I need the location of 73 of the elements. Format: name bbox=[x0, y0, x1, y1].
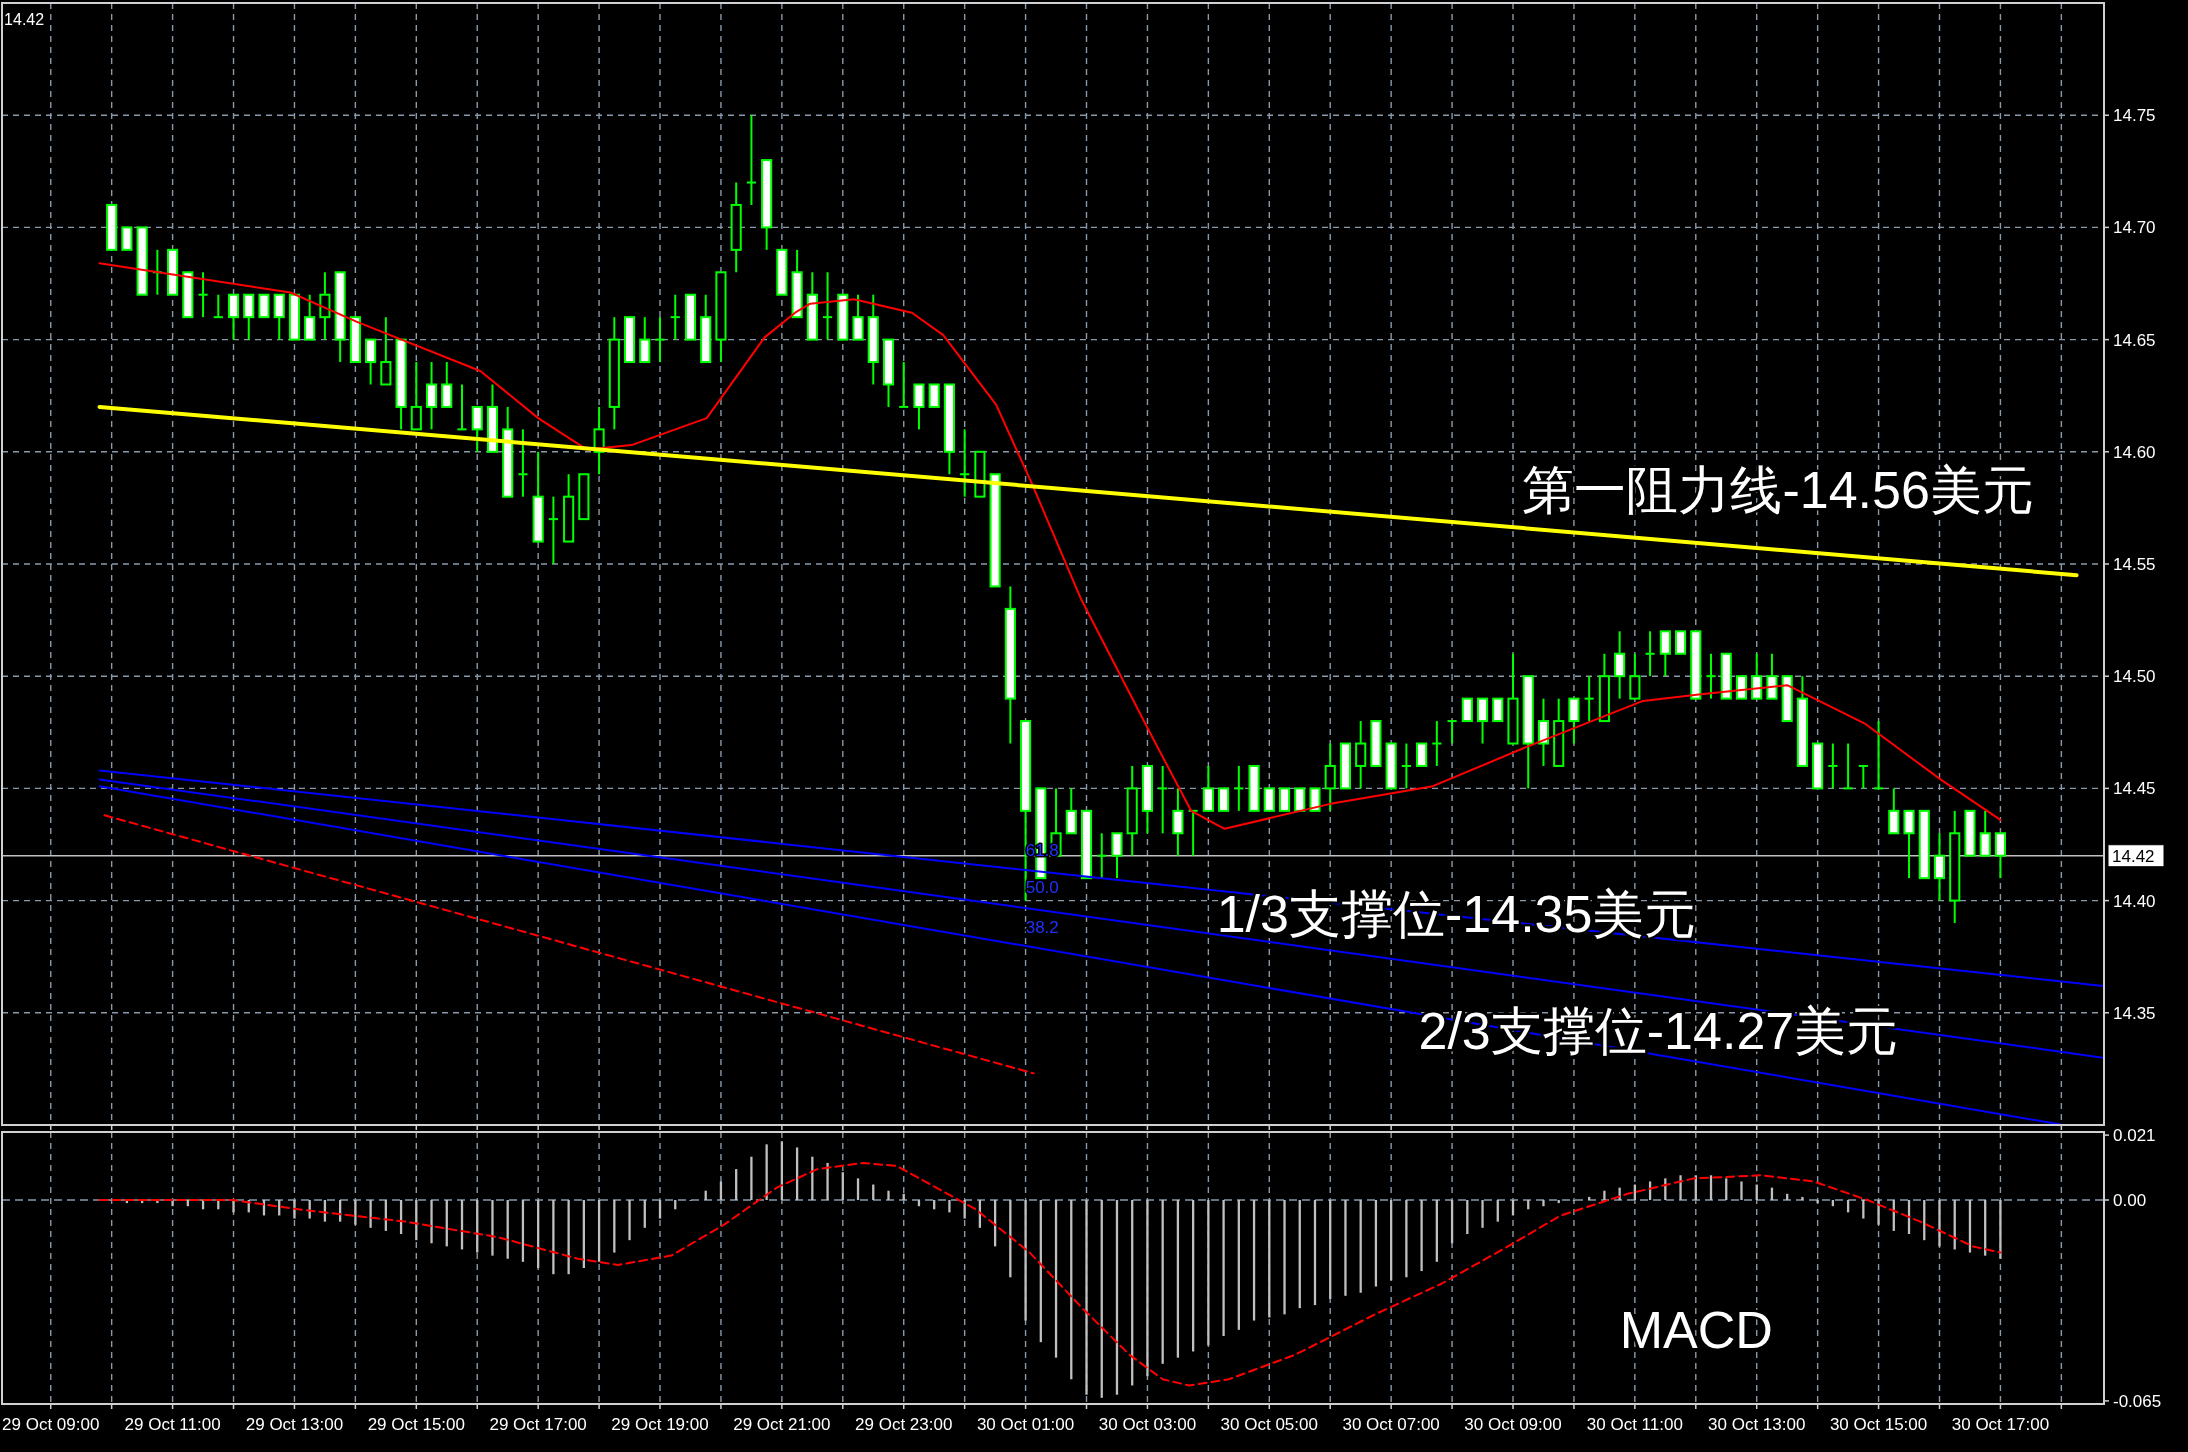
bar bbox=[1283, 1200, 1286, 1315]
y-tick-label: 0.021 bbox=[2113, 1126, 2156, 1146]
bar bbox=[354, 1200, 357, 1225]
y-tick-label: 0.00 bbox=[2113, 1191, 2147, 1210]
x-tick-label: 30 Oct 05:00 bbox=[1220, 1415, 1318, 1434]
x-tick-label: 30 Oct 07:00 bbox=[1342, 1415, 1440, 1434]
annotation: 38.2 bbox=[1025, 918, 1059, 938]
y-tick-label: 14.45 bbox=[2113, 779, 2156, 799]
bar bbox=[658, 1200, 662, 1219]
bar bbox=[430, 1200, 433, 1244]
x-tick-label: 30 Oct 01:00 bbox=[976, 1415, 1075, 1434]
x-tick-label: 29 Oct 13:00 bbox=[245, 1415, 344, 1434]
x-tick-label: 30 Oct 13:00 bbox=[1708, 1415, 1806, 1434]
y-tick-label: 14.55 bbox=[2113, 555, 2156, 574]
bar bbox=[1938, 1200, 1941, 1247]
y-tick-label: -0.065 bbox=[2113, 1391, 2162, 1411]
y-tick-label: 14.60 bbox=[2113, 442, 2156, 462]
x-tick-label: 30 Oct 03:00 bbox=[1098, 1415, 1197, 1434]
bar bbox=[552, 1200, 555, 1275]
x-tick-label: 29 Oct 11:00 bbox=[124, 1415, 221, 1434]
bar bbox=[856, 1178, 860, 1200]
bar bbox=[948, 1200, 951, 1213]
x-tick-label: 30 Oct 17:00 bbox=[1951, 1415, 2050, 1434]
bar bbox=[1420, 1200, 1423, 1272]
y-tick-label: 14.40 bbox=[2113, 891, 2156, 911]
bar bbox=[1207, 1200, 1210, 1346]
bar bbox=[1679, 1175, 1682, 1200]
bar bbox=[171, 1200, 174, 1207]
bar bbox=[1146, 1200, 1149, 1377]
bar bbox=[369, 1200, 372, 1228]
annotation: 第一阻力线-14.56美元 bbox=[1522, 461, 2034, 520]
y-tick-label: 14.65 bbox=[2113, 330, 2156, 350]
ref-line-label: 14.42 bbox=[2112, 846, 2155, 866]
bar bbox=[1085, 1200, 1088, 1395]
x-tick-label: 29 Oct 21:00 bbox=[733, 1415, 831, 1434]
bar bbox=[1222, 1200, 1225, 1336]
bar bbox=[1405, 1200, 1408, 1278]
bar bbox=[1862, 1200, 1865, 1219]
y-tick-label: 14.50 bbox=[2113, 667, 2156, 687]
annotation: MACD bbox=[1619, 1300, 1773, 1359]
bar bbox=[1024, 1200, 1027, 1321]
y-tick-label: 14.70 bbox=[2113, 218, 2156, 238]
x-tick-label: 29 Oct 15:00 bbox=[367, 1415, 465, 1434]
bar bbox=[719, 1181, 723, 1200]
y-tick-label: 14.35 bbox=[2113, 1003, 2156, 1023]
bar bbox=[765, 1144, 768, 1200]
bar bbox=[1877, 1200, 1880, 1225]
x-tick-label: 29 Oct 19:00 bbox=[611, 1415, 709, 1434]
bar bbox=[232, 1200, 235, 1213]
bar bbox=[1725, 1178, 1728, 1200]
bar bbox=[1999, 1200, 2002, 1259]
x-tick-label: 30 Oct 11:00 bbox=[1586, 1415, 1683, 1434]
x-tick-label: 29 Oct 17:00 bbox=[489, 1415, 587, 1434]
x-tick-label: 30 Oct 15:00 bbox=[1829, 1415, 1928, 1434]
bar bbox=[1740, 1181, 1743, 1200]
bar bbox=[1481, 1200, 1484, 1228]
bar bbox=[826, 1162, 829, 1200]
bar bbox=[567, 1200, 570, 1275]
x-tick-label: 29 Oct 09:00 bbox=[2, 1415, 100, 1434]
annotation: 14.42 bbox=[4, 11, 45, 29]
bar bbox=[1496, 1200, 1499, 1222]
x-tick-label: 29 Oct 23:00 bbox=[855, 1415, 953, 1434]
bar bbox=[491, 1200, 494, 1256]
bar bbox=[1344, 1200, 1347, 1296]
bar bbox=[1816, 1200, 1819, 1204]
y-tick-label: 14.75 bbox=[2113, 106, 2156, 126]
bar bbox=[628, 1200, 631, 1241]
bar bbox=[1801, 1196, 1804, 1200]
x-tick-label: 30 Oct 09:00 bbox=[1464, 1415, 1562, 1434]
bar bbox=[750, 1156, 753, 1200]
bar bbox=[887, 1190, 890, 1200]
bar bbox=[1603, 1190, 1606, 1200]
bar bbox=[1542, 1200, 1545, 1207]
